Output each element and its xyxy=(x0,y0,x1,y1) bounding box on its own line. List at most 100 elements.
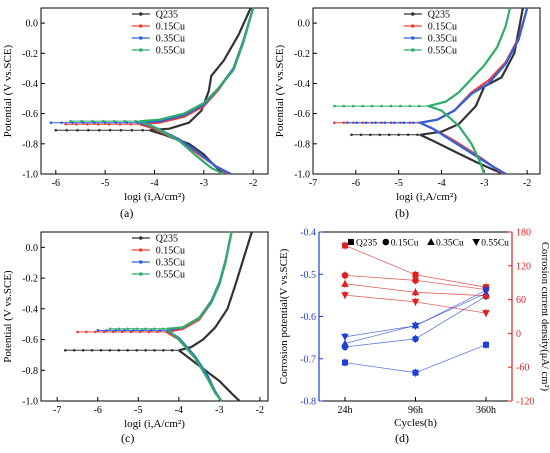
-c--series-0-15cu-data-point xyxy=(147,330,151,334)
-a--series-0-55cu-data-point xyxy=(80,119,83,123)
-c--series-0-15cu-data-point xyxy=(102,330,106,334)
-a--x-tick-label: -4 xyxy=(150,178,158,189)
-a--plot-frame xyxy=(40,7,269,175)
-c--series-q235-data-point xyxy=(117,349,121,352)
panel-label-b: (b) xyxy=(395,206,409,220)
-d--series-0-35cu-potential-point xyxy=(341,339,349,347)
-d--right-tick-label: 180 xyxy=(516,228,531,239)
-c--series-0-35cu-data-point xyxy=(132,329,135,332)
-b--series-0-35cu-data-point xyxy=(346,121,349,124)
-b--y-tick-label: -0.8 xyxy=(294,139,310,150)
-c--series-0-55cu-data-point xyxy=(108,327,112,331)
-a--y-tick-label: -0.6 xyxy=(22,109,38,120)
-d--left-tick-label: -0.8 xyxy=(300,397,316,408)
-a--series-0-55cu-data-point xyxy=(91,119,94,123)
-c--series-q235-data-point xyxy=(108,349,112,352)
-b--series-q235-data-point xyxy=(387,133,391,137)
-d--series-0-15cu-current-point xyxy=(341,272,349,279)
-d--legend-marker-0-55cu xyxy=(472,239,480,246)
-a--series-0-35cu-data-point xyxy=(125,121,129,124)
-a--series-0-35cu-data-point xyxy=(82,121,85,124)
-a--series-0-55cu-data-point xyxy=(101,119,105,123)
-c--series-q235-data-point xyxy=(153,349,156,352)
-c--plot-frame xyxy=(40,231,269,402)
-c--series-q235-anodic-branch xyxy=(178,231,253,352)
-d--left-axis-label: Corrosion potential(V vs.SCE) xyxy=(278,248,290,384)
-c--y-tick-label: -1.0 xyxy=(22,397,38,408)
-b--legend-marker-0-35cu xyxy=(411,36,415,40)
-c--series-q235-data-point xyxy=(64,349,67,352)
-b--series-0-35cu-data-point xyxy=(402,121,406,124)
panel-label-c: (c) xyxy=(121,431,135,445)
-a--y-tick-label: -0.8 xyxy=(22,139,38,150)
-b--legend-marker-0-55cu xyxy=(411,48,415,52)
-a--series-q235-data-point xyxy=(130,128,134,132)
-b--y-tick-label: -0.6 xyxy=(294,109,310,120)
-b--plot-frame xyxy=(312,7,541,175)
-d--x-tick-label: 360h xyxy=(476,405,496,416)
-d--series-0-55cu-potential-point xyxy=(341,333,349,341)
-c--legend-marker-0-15cu xyxy=(139,248,143,252)
-a--series-0-15cu-data-point xyxy=(118,122,122,126)
-c--series-q235-data-point xyxy=(81,349,85,352)
-d--right-tick-label: 60 xyxy=(516,295,526,306)
-c--legend-marker-0-35cu xyxy=(139,260,143,264)
-a--series-q235-data-point xyxy=(76,128,79,132)
-b--series-0-35cu-data-point xyxy=(393,121,396,124)
-b--x-tick-label: -5 xyxy=(394,178,402,189)
-c--series-0-55cu-data-point xyxy=(135,327,138,331)
-b--x-axis-label: logi (i,A/cm²) xyxy=(396,191,457,203)
-c--series-0-15cu-data-point xyxy=(94,330,97,334)
-b--legend-label-0-55cu: 0.55Cu xyxy=(428,46,457,57)
-c--series-0-55cu-data-point xyxy=(144,327,147,331)
-a--legend-marker-0-55cu xyxy=(139,48,143,52)
-c--series-q235-data-point xyxy=(144,349,147,352)
-c--series-0-55cu-data-point xyxy=(162,327,165,331)
-a--y-tick-label: 0.0 xyxy=(26,19,39,30)
-c--legend-marker-0-55cu xyxy=(139,272,143,276)
panel-b-chart: -1.0 -0.8 -0.6 -0.4 -0.2 0.0 -7 -6 -5 -4 -3 -2 logi … xyxy=(274,7,541,203)
-b--series-q235-data-point xyxy=(369,133,372,137)
-a--series-0-35cu-data-point xyxy=(60,121,63,124)
-c--legend-label-q235: Q235 xyxy=(156,234,178,245)
-c--x-axis-label: logi (i,A/cm²) xyxy=(124,418,185,430)
-a--legend-marker-0-35cu xyxy=(139,36,143,40)
-a--series-0-55cu-data-point xyxy=(112,119,116,123)
-d--left-tick-label: -0.6 xyxy=(300,312,316,323)
-d--series-q235-potential-point xyxy=(342,359,348,366)
-b--legend-label-q235: Q235 xyxy=(428,10,450,21)
-c--y-tick-label: -0.4 xyxy=(22,304,38,315)
-d--series-q235-potential-point xyxy=(412,369,419,376)
-a--y-tick-label: -1.0 xyxy=(22,170,38,181)
-c--x-tick-label: -4 xyxy=(175,405,183,416)
-c--y-tick-label: 0.0 xyxy=(26,243,39,254)
-c--series-0-55cu-cathodic-branch xyxy=(165,327,223,402)
-c--series-q235-data-point xyxy=(90,349,94,352)
-d--legend-marker-0-35cu xyxy=(427,238,435,245)
-d--series-0-55cu-current-point xyxy=(482,310,490,318)
-a--series-0-55cu-cathodic-branch xyxy=(139,120,225,175)
-a--x-tick-label: -5 xyxy=(101,178,109,189)
-d--right-tick-label: 120 xyxy=(516,261,531,272)
-b--series-0-55cu-data-point xyxy=(342,104,346,108)
-b--series-q235-data-point xyxy=(350,133,353,137)
-c--series-0-55cu-data-point xyxy=(117,327,121,331)
-b--legend-label-0-35cu: 0.35Cu xyxy=(428,34,457,45)
-b--series-0-15cu-data-point xyxy=(333,121,336,124)
-b--series-0-55cu-cathodic-branch xyxy=(428,105,486,175)
-a--x-tick-label: -3 xyxy=(200,178,208,189)
-b--x-tick-label: -7 xyxy=(309,178,317,189)
-b--series-0-55cu-data-point xyxy=(408,104,412,108)
-a--x-tick-label: -6 xyxy=(52,178,60,189)
-c--series-0-15cu-data-point xyxy=(156,330,159,334)
-a--series-0-15cu-data-point xyxy=(96,122,100,126)
-a--series-q235-data-point xyxy=(97,128,101,132)
-a--series-q235-data-point xyxy=(65,128,68,132)
-b--series-0-55cu-data-point xyxy=(417,104,421,108)
-d--legend-label-0-15cu: 0.15Cu xyxy=(391,239,419,249)
-c--series-0-35cu-data-point xyxy=(105,329,108,332)
-a--series-q235-data-point xyxy=(141,128,144,132)
-d--series-0-15cu-current-point xyxy=(412,277,419,284)
-d--series-0-15cu-potential-point xyxy=(412,335,419,343)
-c--legend-label-0-15cu: 0.15Cu xyxy=(156,246,185,257)
